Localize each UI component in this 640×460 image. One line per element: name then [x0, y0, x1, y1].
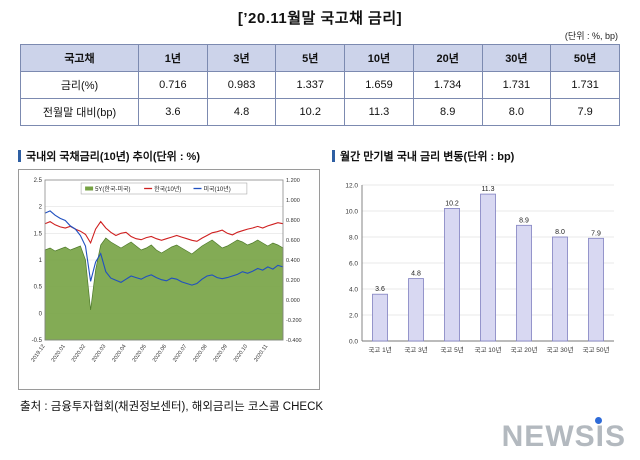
svg-text:0.600: 0.600 — [286, 238, 300, 244]
svg-text:6.0: 6.0 — [349, 261, 358, 268]
svg-text:4.0: 4.0 — [349, 287, 358, 294]
svg-text:3.6: 3.6 — [375, 286, 385, 293]
table-cell: 10.2 — [275, 98, 346, 126]
svg-text:11.3: 11.3 — [481, 186, 494, 193]
svg-text:-0.5: -0.5 — [32, 338, 43, 344]
svg-text:8.9: 8.9 — [519, 217, 529, 224]
chart-title-text: 월간 만기별 국내 금리 변동(단위 : bp) — [340, 151, 515, 163]
yield-trend-line-chart: 2.5 2 1.5 1 0.5 0 -0.5 1.200 1.000 0.800 0.600 0.40… — [18, 169, 320, 390]
svg-text:2019.12: 2019.12 — [30, 344, 46, 364]
svg-text:2020.02: 2020.02 — [71, 344, 87, 364]
yield-trend-chart-title: 국내외 국채금리(10년) 추이(단위 : %) — [18, 148, 320, 164]
svg-text:8.0: 8.0 — [349, 235, 358, 242]
table-cell: 1.731 — [550, 71, 620, 99]
svg-text:0.5: 0.5 — [34, 285, 43, 291]
svg-text:2020.11: 2020.11 — [253, 344, 269, 363]
table-header-cell: 5년 — [275, 44, 346, 72]
svg-text:0.000: 0.000 — [286, 298, 300, 304]
svg-text:2: 2 — [39, 205, 43, 211]
svg-text:국고 50년: 국고 50년 — [583, 345, 610, 354]
newsis-logo-text: NEWSIS — [501, 420, 626, 453]
table-header-cell: 10년 — [344, 44, 414, 72]
unit-note: (단위 : %, bp) — [564, 31, 618, 41]
rate-change-bar-chart: 0.0 2.0 4.0 6.0 8.0 10.0 12.0 3.6 국고 1년 4.8 국고 3년 1… — [332, 169, 624, 374]
table-cell: 0.983 — [206, 71, 277, 99]
source-note: 출처 : 금융투자협회(채권정보센터), 해외금리는 코스콤 CHECK — [20, 401, 324, 413]
table-header-cell: 1년 — [138, 44, 208, 72]
svg-text:한국(10년): 한국(10년) — [154, 185, 181, 193]
yield-trend-panel: 국내외 국채금리(10년) 추이(단위 : %) 2.5 2 1.5 1 0.5 0 -0.… — [18, 148, 320, 390]
svg-text:-0.400: -0.400 — [286, 338, 302, 344]
svg-text:1: 1 — [39, 258, 43, 264]
table-header-cell: 20년 — [412, 44, 483, 72]
svg-text:2020.06: 2020.06 — [152, 344, 168, 364]
title-bar-icon — [332, 150, 335, 162]
svg-text:0.400: 0.400 — [286, 258, 300, 264]
svg-text:0.0: 0.0 — [349, 339, 358, 346]
svg-text:2020.09: 2020.09 — [213, 344, 229, 364]
table-cell: 7.9 — [550, 98, 620, 126]
svg-text:0: 0 — [39, 311, 43, 317]
svg-text:10.2: 10.2 — [445, 200, 459, 207]
svg-text:2.5: 2.5 — [34, 178, 43, 184]
svg-text:2020.05: 2020.05 — [132, 344, 148, 364]
table-row: 금리(%) 0.716 0.983 1.337 1.659 1.734 1.73… — [20, 71, 620, 99]
svg-text:2020.07: 2020.07 — [172, 344, 188, 364]
table-cell: 4.8 — [206, 98, 277, 126]
svg-text:국고 3년: 국고 3년 — [404, 345, 427, 354]
svg-text:10.0: 10.0 — [345, 209, 358, 216]
svg-text:국고 5년: 국고 5년 — [440, 345, 463, 354]
row-label: 전월말 대비(bp) — [20, 98, 139, 126]
table-cell: 8.0 — [481, 98, 552, 126]
svg-text:8.0: 8.0 — [555, 229, 565, 236]
table-header-row: 국고채 1년 3년 5년 10년 20년 30년 50년 — [20, 44, 620, 72]
svg-text:4.8: 4.8 — [411, 271, 421, 278]
rate-change-panel: 월간 만기별 국내 금리 변동(단위 : bp) 0.0 2.0 4.0 6.0 8.0… — [332, 148, 624, 374]
svg-text:-0.200: -0.200 — [286, 318, 302, 324]
table-cell: 1.659 — [344, 71, 414, 99]
svg-text:2020.04: 2020.04 — [111, 344, 127, 364]
table-cell: 1.337 — [275, 71, 346, 99]
table-cell: 1.731 — [481, 71, 552, 99]
svg-text:국고 1년: 국고 1년 — [368, 345, 391, 354]
table-cell: 11.3 — [344, 98, 414, 126]
table-cell: 1.734 — [412, 71, 483, 99]
table-cell: 8.9 — [412, 98, 483, 126]
table-header-cell: 50년 — [550, 44, 620, 72]
svg-text:7.9: 7.9 — [591, 230, 601, 237]
svg-text:미국(10년): 미국(10년) — [204, 185, 231, 193]
svg-text:0.200: 0.200 — [286, 278, 300, 284]
rates-table: 국고채 1년 3년 5년 10년 20년 30년 50년 금리(%) 0.716… — [20, 44, 620, 126]
svg-text:0.800: 0.800 — [286, 218, 300, 224]
table-row: 전월말 대비(bp) 3.6 4.8 10.2 11.3 8.9 8.0 7.9 — [20, 98, 620, 126]
table-header-cell: 3년 — [206, 44, 277, 72]
table-header-cell: 30년 — [481, 44, 552, 72]
page-title: [’20.11월말 국고채 금리] — [237, 10, 403, 27]
table-cell: 0.716 — [138, 71, 208, 99]
row-label: 금리(%) — [20, 71, 139, 99]
table-header-cell: 국고채 — [20, 44, 139, 72]
svg-text:2020.08: 2020.08 — [192, 344, 208, 364]
svg-text:2020.10: 2020.10 — [233, 344, 249, 364]
svg-text:국고 30년: 국고 30년 — [547, 345, 574, 354]
svg-text:국고 20년: 국고 20년 — [511, 345, 538, 354]
newsis-dot-icon — [594, 417, 602, 424]
chart-title-text: 국내외 국채금리(10년) 추이(단위 : %) — [26, 151, 200, 163]
newsis-logo: NEWSIS — [501, 417, 626, 454]
svg-text:5Y(한국-미국): 5Y(한국-미국) — [95, 185, 130, 193]
svg-text:국고 10년: 국고 10년 — [475, 345, 502, 354]
svg-text:1.5: 1.5 — [34, 231, 43, 237]
svg-text:1.200: 1.200 — [286, 178, 300, 184]
svg-text:2.0: 2.0 — [349, 313, 358, 320]
svg-text:1.000: 1.000 — [286, 198, 300, 204]
title-bar-icon — [18, 150, 21, 162]
svg-text:2020.01: 2020.01 — [51, 344, 67, 364]
svg-text:12.0: 12.0 — [345, 183, 358, 190]
table-cell: 3.6 — [138, 98, 208, 126]
svg-text:2020.03: 2020.03 — [91, 344, 107, 364]
rate-change-chart-title: 월간 만기별 국내 금리 변동(단위 : bp) — [332, 148, 624, 164]
